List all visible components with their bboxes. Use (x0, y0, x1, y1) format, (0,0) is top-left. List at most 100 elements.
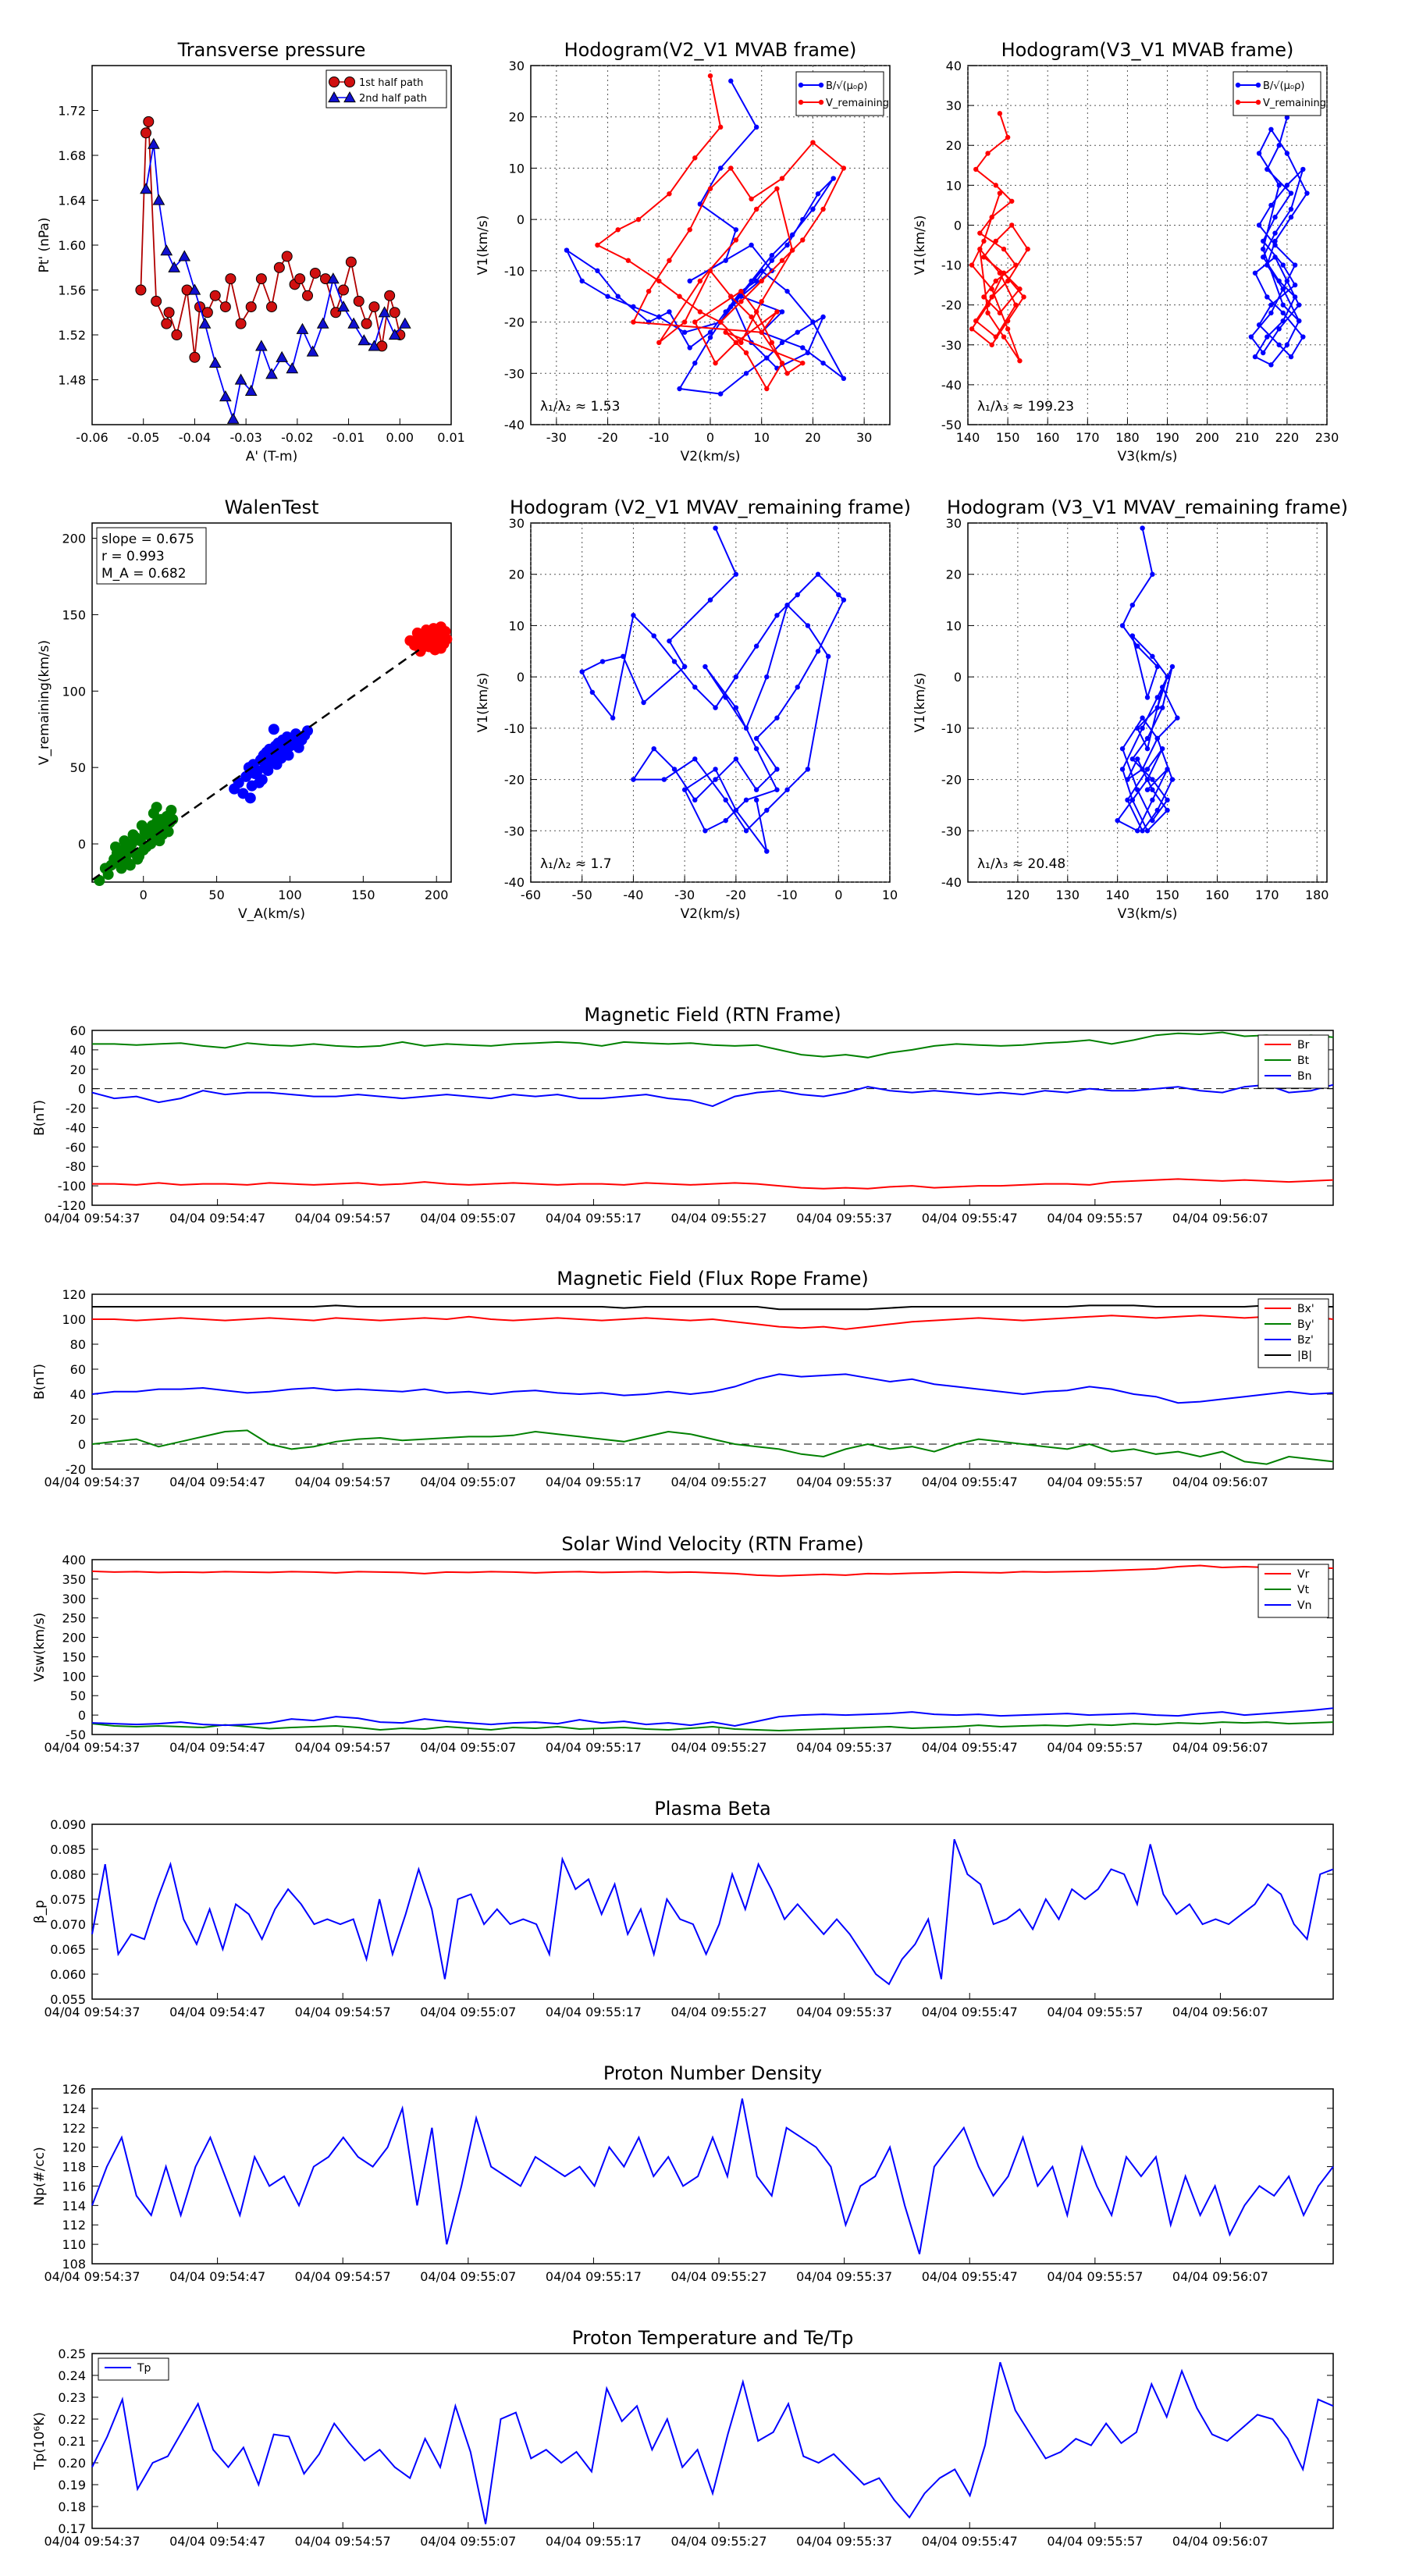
data-point (825, 653, 831, 660)
data-point (713, 525, 718, 531)
chart-title: Plasma Beta (654, 1798, 770, 1820)
data-point (1001, 246, 1007, 252)
data-point (818, 82, 824, 88)
data-point (1159, 745, 1165, 752)
y-tick-label: 0.090 (50, 1817, 86, 1832)
data-point (667, 309, 672, 315)
data-point (667, 638, 672, 644)
data-point (1005, 278, 1011, 284)
x-tick-label: 04/04 09:56:07 (1172, 1740, 1268, 1755)
x-tick-label: 04/04 09:55:07 (420, 1211, 516, 1226)
data-point (338, 284, 349, 296)
legend-label: Bn (1297, 1070, 1311, 1083)
data-point (384, 290, 396, 301)
data-point (273, 262, 285, 273)
x-tick-label: 0 (140, 888, 148, 902)
data-point (743, 797, 749, 803)
data-point (661, 777, 667, 782)
x-tick-label: 10 (754, 430, 770, 445)
data-point (818, 99, 824, 105)
data-point (733, 571, 739, 577)
data-point (1297, 318, 1302, 324)
data-point (1261, 350, 1266, 356)
data-point (1268, 362, 1274, 368)
data-point (733, 705, 739, 710)
data-point (981, 294, 987, 300)
data-point (1276, 278, 1282, 284)
data-point (1150, 653, 1155, 660)
data-point (1280, 262, 1286, 268)
data-point (136, 820, 148, 831)
data-point (733, 674, 739, 680)
data-point (805, 767, 811, 772)
y-tick-label: 0 (78, 837, 86, 852)
y-tick-label: -40 (504, 875, 525, 890)
plot-frame (91, 1293, 1334, 1470)
data-point (151, 802, 162, 813)
x-tick-label: -40 (623, 888, 643, 902)
data-point (1150, 787, 1155, 792)
y-tick-label: 100 (62, 684, 86, 699)
x-tick-label: 04/04 09:54:37 (44, 2269, 140, 2284)
data-point (743, 828, 749, 834)
legend (1232, 71, 1321, 116)
x-axis-label: V2(km/s) (681, 906, 741, 922)
y-tick-label: 0.23 (58, 2390, 86, 2405)
y-tick-label: 0 (517, 670, 525, 685)
data-point (677, 294, 682, 299)
x-tick-label: 04/04 09:55:57 (1047, 2534, 1143, 2549)
data-point (1288, 206, 1294, 212)
data-point (283, 749, 294, 761)
data-point (254, 777, 265, 788)
y-tick-label: -60 (66, 1140, 86, 1155)
data-point (1013, 262, 1019, 268)
data-point (631, 613, 636, 618)
chart-mag_fluxrope: Magnetic Field (Flux Rope Frame) -20 0 20 40… (32, 1268, 1334, 1489)
x-tick-label: 04/04 09:55:37 (796, 1475, 892, 1489)
y-axis-label: Tp(10⁶K) (32, 2412, 48, 2471)
data-point (687, 278, 692, 284)
y-tick-label: 0.19 (58, 2478, 86, 2492)
data-point (110, 841, 122, 852)
data-point (122, 856, 133, 868)
data-point (707, 186, 713, 191)
data-point (738, 340, 744, 346)
data-point (841, 597, 847, 603)
data-point (671, 659, 678, 664)
data-point (687, 345, 692, 350)
y-axis-label: Vsw(km/s) (32, 1613, 48, 1682)
chart-transverse_pressure: Transverse pressure -0.06 -0.05 -0.04 -0.03 -… (37, 39, 465, 464)
x-axis-label: V3(km/s) (1118, 906, 1178, 922)
y-tick-label: -10 (941, 258, 962, 273)
data-point (244, 792, 256, 804)
data-point (753, 643, 759, 649)
legend (98, 2357, 169, 2381)
data-point (262, 765, 274, 777)
x-tick-label: 04/04 09:55:47 (922, 2534, 1018, 2549)
data-point (579, 278, 585, 284)
y-axis-label: Pt' (nPa) (37, 218, 52, 273)
data-point (779, 258, 785, 263)
data-point (1235, 99, 1241, 105)
data-point (784, 288, 790, 294)
y-tick-label: -10 (504, 721, 525, 736)
data-point (1276, 143, 1282, 148)
data-point (1144, 695, 1151, 700)
data-point (656, 340, 662, 346)
x-tick-label: -0.01 (333, 430, 365, 445)
x-tick-label: 04/04 09:55:17 (546, 1475, 642, 1489)
data-point (774, 767, 780, 772)
data-point (733, 237, 739, 243)
data-point (667, 258, 672, 263)
series-line-red (596, 75, 845, 390)
data-point (266, 301, 277, 313)
data-point (198, 317, 212, 329)
x-tick-label: 0 (834, 888, 842, 902)
data-point (651, 745, 656, 752)
data-point (789, 232, 795, 238)
data-point (1256, 222, 1262, 228)
data-point (820, 360, 826, 366)
data-point (435, 642, 446, 654)
data-point (353, 295, 365, 307)
data-point (1268, 126, 1274, 132)
